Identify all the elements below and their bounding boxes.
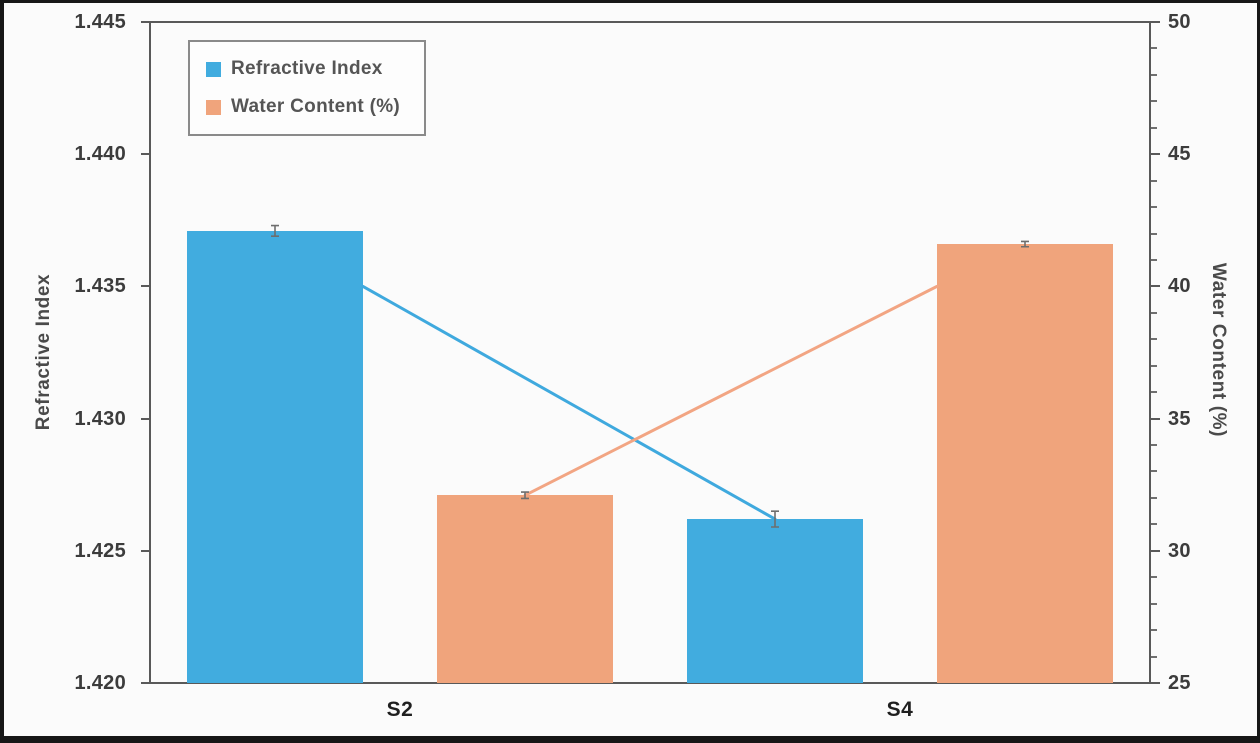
right-axis-minor-tick (1151, 338, 1157, 341)
right-axis-tick-label: 35 (1168, 407, 1191, 430)
right-axis-minor-tick (1151, 73, 1157, 76)
right-axis-tick (1151, 285, 1160, 288)
bar-s4-refractive-index (687, 519, 863, 683)
left-axis-tick (141, 682, 150, 684)
right-axis-tick-label: 30 (1168, 539, 1191, 562)
right-axis-minor-tick (1151, 391, 1157, 394)
right-axis-tick-label: 25 (1168, 672, 1191, 694)
left-axis-tick-label: 1.435 (74, 275, 126, 298)
right-axis-tick (1151, 153, 1160, 156)
legend-item-water-content: Water Content (%) (206, 96, 424, 118)
left-axis-tick (141, 417, 150, 420)
left-axis-tick (141, 285, 150, 288)
right-axis-minor-tick (1151, 576, 1157, 579)
right-axis-tick-label: 45 (1168, 143, 1191, 166)
right-axis-line (1149, 21, 1151, 684)
right-axis-minor-tick (1151, 602, 1157, 605)
right-axis-minor-tick (1151, 258, 1157, 261)
right-axis-tick (1151, 417, 1160, 420)
right-axis-tick (1151, 682, 1160, 684)
legend-label-refractive-index: Refractive Index (231, 58, 383, 79)
bar-s2-water-content (437, 495, 613, 683)
left-axis-tick-label: 1.440 (74, 143, 126, 166)
right-axis-tick-label: 50 (1168, 11, 1191, 33)
x-axis-line (149, 682, 1151, 684)
error-bar-s4-refractive-index (771, 510, 779, 528)
left-axis-title: Refractive Index (33, 273, 54, 431)
chart-overlay (271, 224, 1029, 528)
right-axis-minor-tick (1151, 364, 1157, 367)
right-axis-minor-tick (1151, 311, 1157, 314)
right-axis-title: Water Content (%) (1208, 262, 1229, 438)
left-axis-tick (141, 21, 150, 23)
legend-swatch-refractive-index (206, 61, 221, 77)
right-axis-minor-tick (1151, 126, 1157, 129)
legend-item-refractive-index: Refractive Index (206, 58, 424, 80)
right-axis-tick-label: 40 (1168, 275, 1191, 298)
right-axis-minor-tick (1151, 444, 1157, 447)
legend: Refractive Index Water Content (%) (188, 40, 426, 136)
bar-s2-refractive-index (187, 230, 363, 683)
right-axis-minor-tick (1151, 47, 1157, 50)
right-axis-minor-tick (1151, 232, 1157, 235)
left-axis-tick-label: 1.420 (74, 672, 126, 694)
left-axis-tick-label: 1.445 (74, 11, 126, 33)
error-bar-s2-water-content (521, 491, 529, 500)
left-axis-line (149, 21, 151, 684)
plot-top-border (149, 21, 1151, 23)
right-axis-minor-tick (1151, 496, 1157, 499)
error-bar-s2-refractive-index (271, 224, 279, 237)
right-axis-tick (1151, 21, 1160, 23)
legend-swatch-water-content (206, 99, 221, 115)
right-axis-minor-tick (1151, 179, 1157, 182)
bar-s4-water-content (937, 244, 1113, 683)
right-axis-minor-tick (1151, 206, 1157, 209)
legend-label-water-content: Water Content (%) (231, 96, 401, 117)
right-axis-minor-tick (1151, 470, 1157, 473)
left-axis-tick (141, 153, 150, 156)
trend-line-refractive-index (361, 284, 777, 521)
trend-line-water-content (523, 284, 939, 497)
category-label-s2: S2 (386, 698, 414, 721)
category-label-s4: S4 (886, 698, 914, 721)
right-axis-minor-tick (1151, 629, 1157, 632)
right-axis-tick (1151, 549, 1160, 552)
left-axis-tick (141, 549, 150, 552)
right-axis-minor-tick (1151, 100, 1157, 103)
right-axis-minor-tick (1151, 655, 1157, 658)
right-axis-minor-tick (1151, 523, 1157, 526)
left-axis-tick-label: 1.425 (74, 539, 126, 562)
left-axis-tick-label: 1.430 (74, 407, 126, 430)
error-bar-s4-water-content (1021, 240, 1029, 248)
